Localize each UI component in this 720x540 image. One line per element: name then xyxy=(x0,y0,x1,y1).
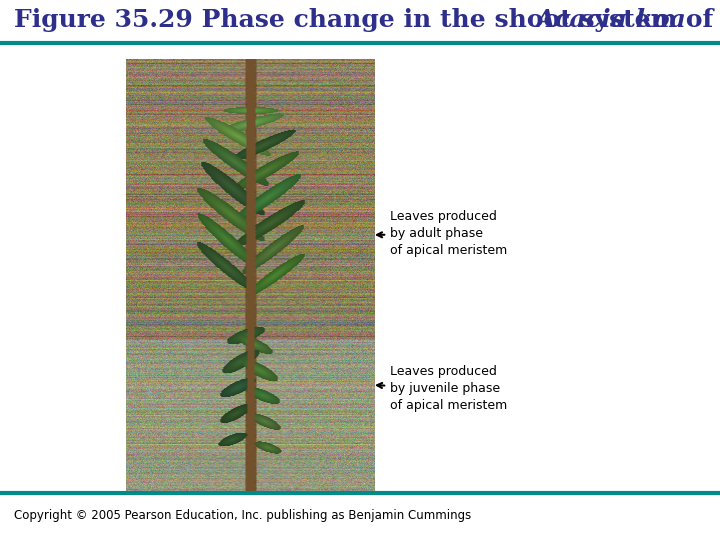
Text: Acacia koa: Acacia koa xyxy=(536,8,687,32)
Text: Copyright © 2005 Pearson Education, Inc. publishing as Benjamin Cummings: Copyright © 2005 Pearson Education, Inc.… xyxy=(14,510,472,523)
Text: Leaves produced
by juvenile phase
of apical meristem: Leaves produced by juvenile phase of api… xyxy=(377,365,508,412)
Text: Figure 35.29 Phase change in the shoot system of: Figure 35.29 Phase change in the shoot s… xyxy=(14,8,720,32)
Text: Leaves produced
by adult phase
of apical meristem: Leaves produced by adult phase of apical… xyxy=(377,210,508,257)
